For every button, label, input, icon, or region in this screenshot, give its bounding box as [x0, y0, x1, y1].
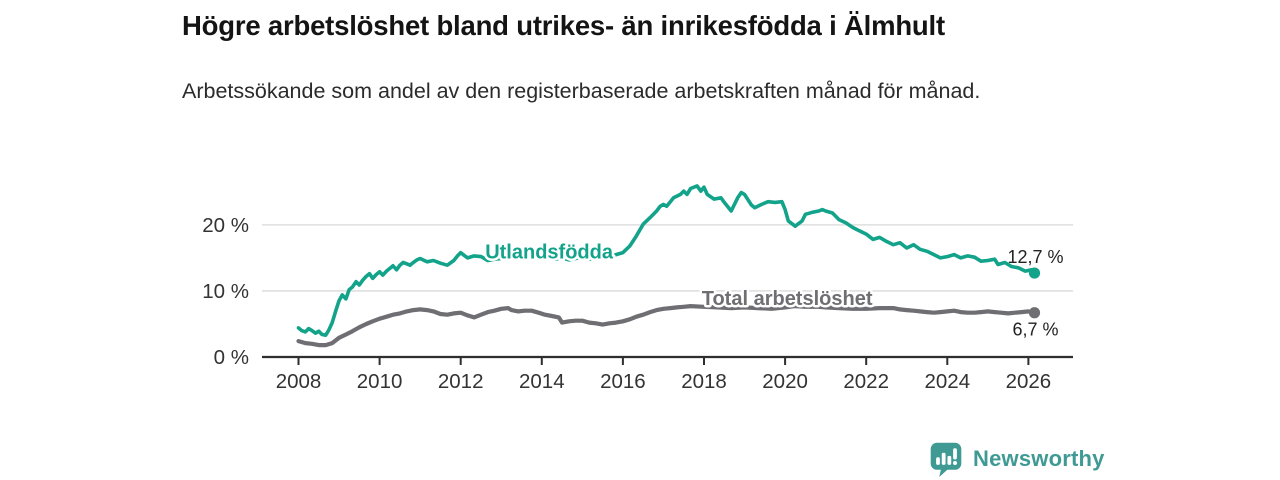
logo-exclamation-bar: [953, 448, 957, 460]
series-label-utlandsfodda: Utlandsfödda: [485, 241, 614, 263]
logo-exclamation-dot: [953, 460, 957, 465]
x-tick-label: 2018: [681, 370, 727, 393]
y-tick-label: 10 %: [202, 280, 249, 303]
header: Högre arbetslöshet bland utrikes- än inr…: [182, 10, 945, 42]
page-title: Högre arbetslöshet bland utrikes- än inr…: [182, 10, 945, 41]
x-tick-label: 2022: [843, 370, 889, 393]
x-tick-label: 2010: [357, 370, 403, 393]
x-tick-label: 2008: [276, 370, 322, 393]
series-line-total: [296, 304, 1037, 348]
series-end-dot-total: [1028, 307, 1041, 319]
x-tick-label: 2020: [762, 370, 808, 393]
series-label-total: Total arbetslöshet: [702, 288, 873, 310]
page-subtitle: Arbetssökande som andel av den registerb…: [182, 79, 981, 103]
x-tick-label: 2026: [1006, 370, 1052, 393]
end-value-label-utlandsfodda: 12,7 %: [1007, 247, 1063, 267]
x-tick-label: 2016: [600, 370, 646, 393]
y-tick-label: 0 %: [214, 346, 249, 369]
brand-footer: Newsworthy: [928, 441, 1105, 477]
newsworthy-logo-icon: [930, 442, 962, 477]
y-tick-label: 20 %: [202, 214, 249, 237]
end-value-label-total: 6,7 %: [1012, 320, 1058, 340]
x-tick-label: 2012: [438, 370, 484, 393]
series-end-dot-utlandsfodda: [1028, 267, 1041, 279]
logo-speech-bubble: [930, 442, 962, 477]
logo-bar-2: [941, 452, 946, 465]
logo-bar-3: [947, 455, 952, 465]
x-tick-label: 2024: [924, 370, 970, 393]
series-line-utlandsfodda: [296, 184, 1037, 338]
logo-bar-1: [936, 457, 940, 465]
brand-name: Newsworthy: [973, 446, 1105, 471]
x-tick-label: 2014: [519, 370, 565, 393]
